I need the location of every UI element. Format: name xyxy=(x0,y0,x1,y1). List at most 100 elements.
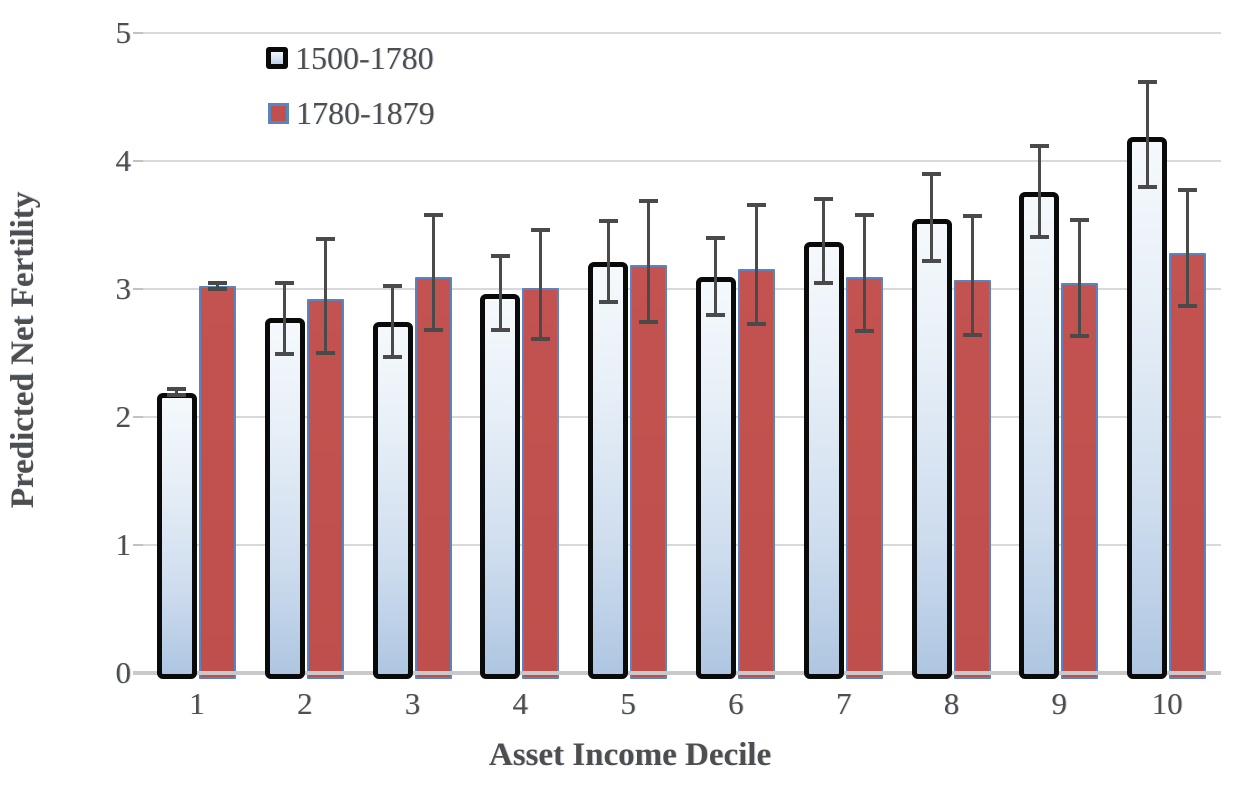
error-whisker-1500-1780-decile-6 xyxy=(714,237,718,315)
error-cap-bottom-1500-1780-decile-6 xyxy=(706,312,726,317)
y-tick-label: 5 xyxy=(115,15,132,50)
error-cap-top-1780-1879-decile-10 xyxy=(1178,188,1198,193)
error-whisker-1500-1780-decile-10 xyxy=(1145,81,1149,187)
error-cap-bottom-1500-1780-decile-2 xyxy=(275,352,295,357)
legend-label: 1780-1879 xyxy=(296,94,435,131)
error-whisker-1780-1879-decile-3 xyxy=(431,214,435,330)
error-cap-bottom-1780-1879-decile-2 xyxy=(315,351,335,355)
gridline-2 xyxy=(143,416,1221,418)
bar-1780-1879-decile-8 xyxy=(953,280,991,679)
x-axis-line xyxy=(133,671,1221,675)
x-tick-label: 5 xyxy=(620,686,636,721)
error-cap-bottom-1500-1780-decile-5 xyxy=(598,299,618,304)
bar-1780-1879-decile-7 xyxy=(845,277,883,679)
error-whisker-1500-1780-decile-1 xyxy=(175,388,179,396)
legend-label: 1500-1780 xyxy=(295,39,434,76)
y-tick-label: 4 xyxy=(115,143,132,178)
legend: 1500-1780 1780-1879 xyxy=(266,39,435,152)
error-cap-top-1500-1780-decile-8 xyxy=(922,171,941,176)
bar-1780-1879-decile-10 xyxy=(1169,253,1207,679)
bar-1780-1879-decile-2 xyxy=(306,299,344,679)
y-axis-title: Predicted Net Fertility xyxy=(5,191,41,509)
error-cap-bottom-1500-1780-decile-1 xyxy=(167,393,187,398)
x-axis-title: Asset Income Decile xyxy=(488,737,772,773)
gridline-1 xyxy=(143,544,1221,546)
error-cap-bottom-1780-1879-decile-9 xyxy=(1070,334,1090,339)
error-whisker-1780-1879-decile-6 xyxy=(754,204,758,324)
error-whisker-1500-1780-decile-5 xyxy=(606,221,610,302)
error-cap-bottom-1500-1780-decile-3 xyxy=(383,354,402,359)
y-tick-mark-4 xyxy=(133,160,143,162)
error-whisker-1500-1780-decile-8 xyxy=(930,173,933,261)
error-cap-bottom-1780-1879-decile-3 xyxy=(423,327,443,332)
error-cap-bottom-1500-1780-decile-4 xyxy=(490,327,510,332)
error-cap-top-1780-1879-decile-4 xyxy=(531,228,551,233)
legend-item-1500-1780: 1500-1780 xyxy=(266,39,435,76)
x-tick-label: 6 xyxy=(728,686,744,721)
y-tick-label: 0 xyxy=(115,655,132,690)
y-tick-mark-2 xyxy=(133,416,143,418)
legend-swatch-1780-1879-icon xyxy=(268,102,289,124)
bar-1500-1780-decile-3 xyxy=(372,322,413,679)
error-whisker-1500-1780-decile-9 xyxy=(1037,145,1041,237)
x-tick-label: 10 xyxy=(1151,686,1183,721)
bar-1500-1780-decile-9 xyxy=(1019,191,1060,679)
error-cap-bottom-1780-1879-decile-6 xyxy=(746,321,766,326)
error-cap-bottom-1500-1780-decile-9 xyxy=(1029,234,1049,239)
error-cap-top-1780-1879-decile-6 xyxy=(746,202,766,207)
bar-1780-1879-decile-9 xyxy=(1061,282,1099,679)
error-cap-top-1500-1780-decile-2 xyxy=(275,280,295,285)
x-tick-label: 9 xyxy=(1051,686,1068,721)
error-whisker-1780-1879-decile-5 xyxy=(647,200,651,323)
x-tick-label: 1 xyxy=(189,686,205,721)
error-cap-top-1500-1780-decile-1 xyxy=(167,386,187,391)
error-cap-top-1780-1879-decile-8 xyxy=(962,214,982,219)
error-whisker-1780-1879-decile-4 xyxy=(539,230,543,339)
error-cap-top-1780-1879-decile-3 xyxy=(423,212,443,217)
error-cap-bottom-1780-1879-decile-10 xyxy=(1178,303,1198,308)
error-cap-bottom-1500-1780-decile-8 xyxy=(922,258,941,263)
error-cap-top-1500-1780-decile-4 xyxy=(490,253,510,258)
error-whisker-1780-1879-decile-8 xyxy=(970,216,974,336)
error-cap-top-1780-1879-decile-2 xyxy=(315,237,335,242)
x-tick-label: 3 xyxy=(404,686,421,721)
error-cap-bottom-1780-1879-decile-4 xyxy=(531,336,551,341)
error-cap-bottom-1780-1879-decile-7 xyxy=(854,329,874,334)
bar-1500-1780-decile-2 xyxy=(264,318,305,679)
error-cap-top-1780-1879-decile-1 xyxy=(207,280,227,285)
x-tick-label: 7 xyxy=(835,686,852,721)
gridline-3 xyxy=(143,288,1221,290)
error-cap-bottom-1500-1780-decile-10 xyxy=(1137,184,1157,189)
error-cap-top-1500-1780-decile-7 xyxy=(814,197,834,202)
error-cap-top-1500-1780-decile-9 xyxy=(1029,143,1049,148)
error-cap-top-1780-1879-decile-9 xyxy=(1070,217,1090,222)
error-cap-bottom-1780-1879-decile-1 xyxy=(207,287,227,291)
error-whisker-1780-1879-decile-7 xyxy=(862,214,866,332)
error-whisker-1780-1879-decile-10 xyxy=(1186,190,1190,306)
x-tick-label: 4 xyxy=(512,686,529,721)
error-whisker-1500-1780-decile-4 xyxy=(498,255,502,330)
bar-1500-1780-decile-1 xyxy=(156,392,197,679)
bar-1780-1879-decile-4 xyxy=(522,287,560,679)
bar-1500-1780-decile-5 xyxy=(588,262,629,679)
y-tick-label: 1 xyxy=(115,527,132,562)
legend-swatch-1500-1780-icon xyxy=(266,47,288,69)
bar-1780-1879-decile-3 xyxy=(414,277,452,679)
y-tick-label: 3 xyxy=(115,271,132,306)
bar-1500-1780-decile-7 xyxy=(803,241,844,679)
bar-1780-1879-decile-6 xyxy=(737,268,775,679)
gridline-4 xyxy=(143,160,1221,162)
x-tick-label: 2 xyxy=(296,686,313,721)
gridline-5 xyxy=(143,32,1221,34)
bar-1780-1879-decile-1 xyxy=(198,286,236,679)
legend-item-1780-1879: 1780-1879 xyxy=(266,94,435,131)
error-whisker-1500-1780-decile-2 xyxy=(283,282,287,355)
error-cap-bottom-1500-1780-decile-7 xyxy=(814,280,834,285)
y-tick-mark-1 xyxy=(133,544,143,546)
bar-1780-1879-decile-5 xyxy=(630,264,668,679)
y-tick-label: 2 xyxy=(115,399,132,434)
error-cap-bottom-1780-1879-decile-5 xyxy=(639,320,659,325)
error-whisker-1780-1879-decile-1 xyxy=(215,282,219,289)
bar-1500-1780-decile-8 xyxy=(911,218,952,679)
